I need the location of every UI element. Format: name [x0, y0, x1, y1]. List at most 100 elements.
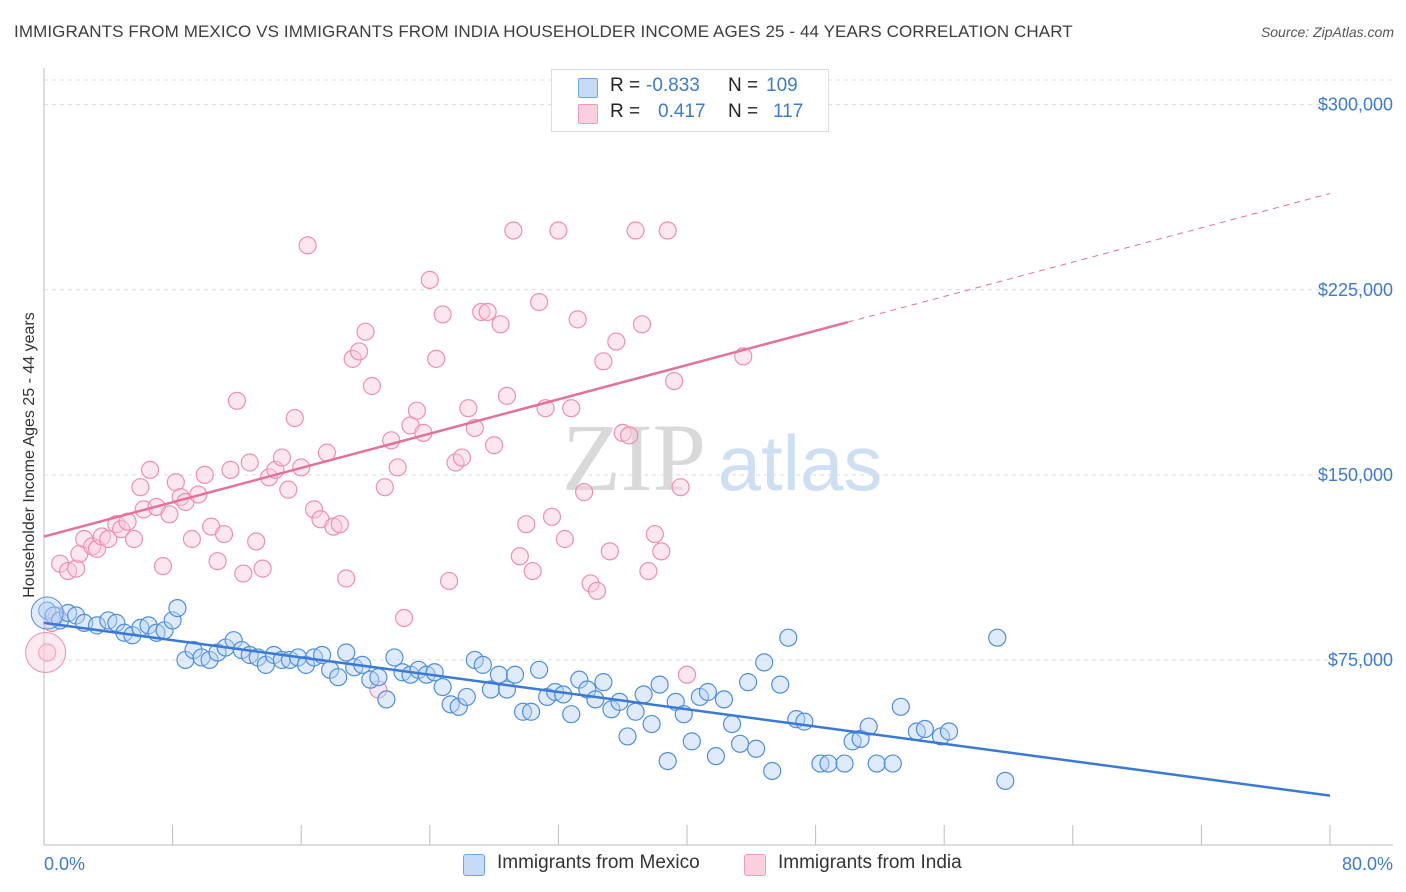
mexico-point	[755, 653, 774, 672]
mexico-point	[763, 761, 782, 781]
india-point	[407, 401, 427, 420]
axes	[43, 68, 1393, 846]
india-point	[645, 524, 664, 544]
india-point	[124, 529, 144, 549]
legend-swatch-mexico	[578, 78, 598, 98]
india-point	[285, 408, 304, 428]
mexico-point	[883, 754, 902, 773]
mexico-point	[634, 685, 653, 704]
india-point	[195, 465, 214, 484]
chart-source: Source: ZipAtlas.com	[1260, 24, 1394, 40]
india-point	[665, 371, 684, 391]
mexico-point	[706, 747, 726, 766]
india-point	[620, 426, 639, 445]
india-point	[427, 349, 446, 368]
y-axis-label: Householder Income Ages 25 - 44 years	[21, 312, 38, 598]
mexico-point	[618, 727, 637, 746]
mexico-point	[771, 675, 790, 694]
india-point	[594, 352, 613, 371]
india-point	[491, 315, 510, 334]
legend-n-value: 117	[773, 101, 804, 122]
watermark: ZIP atlas	[562, 404, 882, 511]
mexico-point	[730, 734, 750, 753]
legend-r-label: R =	[610, 75, 641, 96]
mexico-point	[377, 690, 396, 709]
mexico-point	[626, 702, 645, 721]
legend-label-india: Immigrants from India	[778, 852, 962, 873]
india-point	[330, 515, 349, 534]
mexico-point	[891, 697, 910, 716]
india-point	[99, 529, 118, 549]
mexico-point	[779, 628, 798, 647]
india-point	[420, 270, 439, 289]
legend-n-label: N =	[728, 101, 759, 122]
india-point	[279, 480, 298, 499]
india-point	[504, 221, 523, 240]
x-tick-min: 0.0%	[44, 854, 85, 874]
mexico-point	[594, 673, 613, 692]
mexico-point	[996, 771, 1015, 790]
india-point	[542, 507, 562, 526]
india-trend-extension	[847, 193, 1331, 323]
mexico-point	[698, 682, 717, 702]
mexico-point	[867, 754, 886, 773]
mexico-point	[30, 596, 64, 630]
mexico-trend-line	[43, 621, 1331, 797]
india-point	[510, 547, 529, 566]
india-point	[343, 349, 362, 368]
india-point	[112, 520, 131, 539]
india-point	[221, 460, 240, 480]
mexico-point	[521, 702, 541, 721]
india-point	[632, 315, 652, 334]
legend-r-value: -0.833	[646, 75, 700, 96]
mexico-point	[835, 754, 854, 773]
india-point	[555, 529, 574, 549]
chart-title: IMMIGRANTS FROM MEXICO VS IMMIGRANTS FRO…	[14, 22, 1073, 41]
india-point	[337, 569, 356, 588]
india-point	[459, 399, 478, 418]
india-point	[240, 453, 259, 472]
india-point	[517, 515, 536, 534]
mexico-point	[481, 680, 500, 699]
mexico-point	[795, 712, 814, 731]
mexico-point	[562, 705, 581, 724]
india-point	[607, 332, 626, 351]
y-tick-label: $150,000	[1318, 465, 1393, 485]
mexico-point	[939, 722, 959, 741]
india-point	[600, 542, 619, 561]
india-point	[452, 448, 472, 467]
india-point	[349, 342, 369, 361]
india-point	[140, 460, 160, 480]
india-point	[671, 478, 690, 497]
india-point	[394, 608, 414, 628]
mexico-point	[642, 714, 661, 734]
mexico-point	[530, 660, 549, 679]
india-point	[247, 532, 266, 551]
mexico-point	[722, 714, 742, 734]
india-point	[253, 559, 272, 578]
india-point	[639, 561, 658, 581]
india-point	[478, 302, 497, 322]
mexico-point	[650, 675, 669, 694]
india-point	[497, 386, 517, 405]
india-point	[234, 564, 253, 583]
mexico-point	[337, 643, 356, 662]
mexico-point	[369, 668, 388, 687]
mexico-point	[586, 690, 605, 709]
india-point	[208, 552, 227, 571]
y-tick-label: $225,000	[1318, 280, 1393, 300]
india-point	[375, 478, 394, 497]
mexico-point	[738, 673, 758, 692]
india-point	[652, 542, 671, 561]
watermark-atlas: atlas	[718, 419, 883, 507]
y-tick-label: $75,000	[1328, 650, 1393, 670]
mexico-point	[385, 648, 404, 667]
mexico-point	[682, 732, 701, 751]
x-tick-max: 80.0%	[1342, 854, 1393, 874]
india-point	[153, 557, 173, 576]
legend-r-value: 0.417	[658, 101, 706, 122]
mexico-point	[714, 690, 734, 709]
india-point	[575, 483, 594, 502]
india-point	[182, 529, 201, 549]
